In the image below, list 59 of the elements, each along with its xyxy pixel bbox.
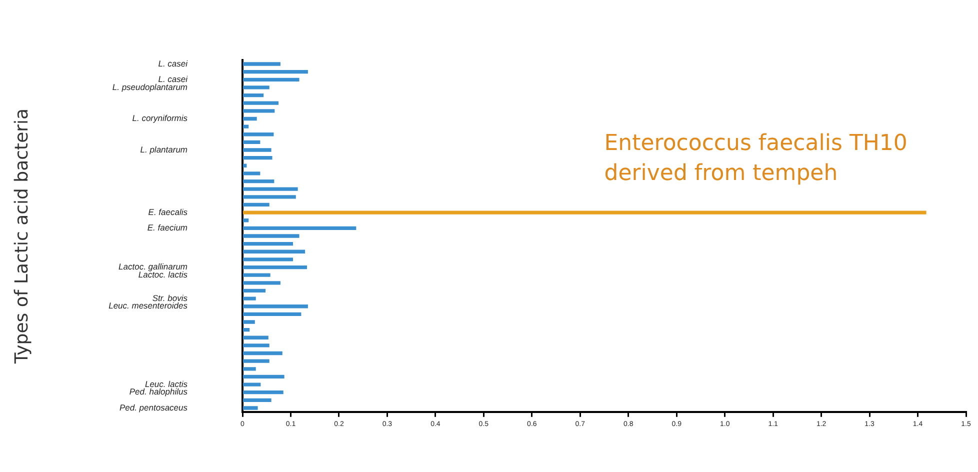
y-axis-title: Types of Lactic acid bacteria: [11, 108, 32, 365]
y-tick-label: Leuc. mesenteroides: [108, 300, 188, 311]
bar: [242, 382, 261, 386]
bar: [242, 140, 260, 144]
y-tick-label: E. faecium: [147, 222, 188, 233]
bar: [242, 265, 307, 270]
bar: [242, 367, 256, 371]
y-tick-label: Lactoc. gallinarum: [118, 262, 188, 272]
bar: [242, 258, 293, 262]
bar: [242, 336, 268, 340]
y-tick-label: L. casei: [158, 58, 189, 68]
y-tick-label: E. faecalis: [148, 206, 188, 217]
bar: [242, 70, 308, 74]
y-tick-label: L. pseudoplantarum: [112, 82, 188, 92]
bar: [242, 390, 284, 394]
bar: [242, 218, 249, 222]
bar: [242, 398, 272, 402]
bar: [242, 312, 302, 316]
bar: [242, 93, 264, 98]
y-tick-label: Ped. halophilus: [129, 386, 188, 397]
bar: [242, 179, 274, 184]
bar: [242, 250, 306, 254]
bar: [242, 187, 298, 191]
bar: [242, 62, 280, 66]
bar: [242, 296, 256, 300]
bar: [242, 374, 284, 379]
bar: [242, 406, 258, 410]
bar: [242, 109, 275, 113]
bar: [242, 202, 270, 207]
y-tick-label: Ped. pentosaceus: [119, 402, 188, 412]
bar: [242, 281, 280, 285]
y-tick-label: L. casei: [158, 74, 189, 84]
bar: [242, 320, 255, 324]
bar: [242, 86, 270, 90]
y-tick-label: Str. bovis: [152, 292, 188, 303]
bar: [242, 288, 266, 293]
y-tick-label: L. coryniformis: [132, 113, 188, 124]
y-tick-label: L. plantarum: [140, 144, 188, 154]
bar: [242, 78, 300, 82]
bar: [242, 124, 249, 128]
bar: [242, 172, 260, 176]
bar: [242, 359, 270, 363]
bar: [242, 273, 270, 277]
bar: [242, 132, 274, 136]
bar: [242, 148, 272, 152]
bar: [242, 101, 279, 105]
bar: [242, 116, 257, 121]
bar: [242, 156, 272, 160]
bar: [242, 351, 282, 356]
bar: [242, 226, 356, 230]
bar: [242, 328, 250, 332]
bar: [242, 234, 300, 238]
bar: [242, 242, 293, 246]
bar: [242, 304, 308, 308]
bar: [242, 210, 926, 214]
bar: [242, 344, 270, 348]
annotation: Enterococcus faecalis TH10 derived from tempeh: [604, 131, 908, 186]
bar: [242, 195, 296, 199]
y-tick-label: Leuc. lactis: [144, 378, 188, 389]
